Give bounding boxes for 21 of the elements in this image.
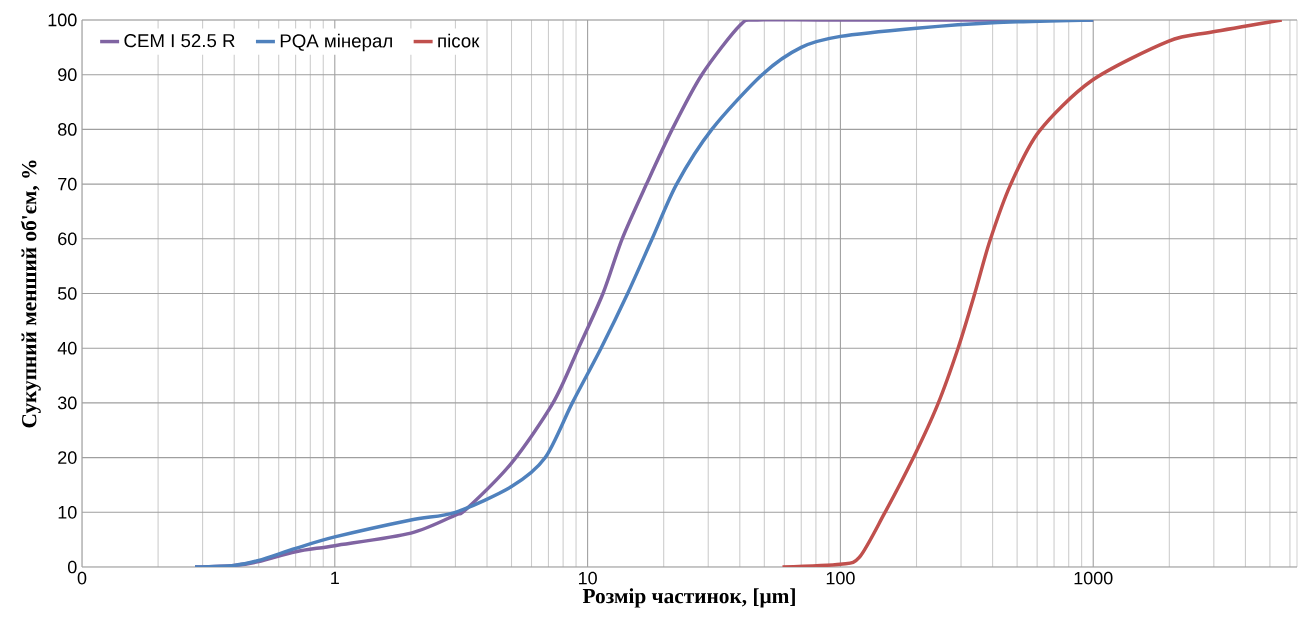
y-tick-label: 50 — [57, 287, 77, 300]
y-tick-label: 20 — [58, 451, 77, 464]
y-tick-label: 80 — [58, 123, 77, 136]
y-axis-title: Сукупний менший об'єм, % — [20, 160, 41, 428]
y-tick-label: 90 — [58, 68, 77, 82]
x-tick-label: 1 — [331, 571, 339, 585]
x-tick-label: 100 — [826, 571, 855, 585]
y-tick-label: 0 — [67, 560, 77, 574]
y-tick-label: 60 — [58, 232, 77, 246]
legend-label: пісок — [438, 33, 480, 48]
y-tick-label: 100 — [48, 13, 77, 27]
legend-label: CEM I 52.5 R — [124, 34, 235, 48]
y-tick-label: 30 — [57, 396, 77, 410]
y-tick-label: 70 — [58, 177, 77, 191]
x-tick-label: 10 — [578, 571, 597, 585]
y-tick-label: 10 — [58, 505, 77, 519]
x-axis-title: Розмір частинок, [μm] — [582, 588, 795, 608]
x-tick-label: 1000 — [1074, 571, 1113, 585]
x-tick-label: 0 — [77, 571, 87, 585]
legend-label: PQA мінерал — [280, 33, 392, 52]
y-tick-label: 40 — [57, 341, 77, 355]
